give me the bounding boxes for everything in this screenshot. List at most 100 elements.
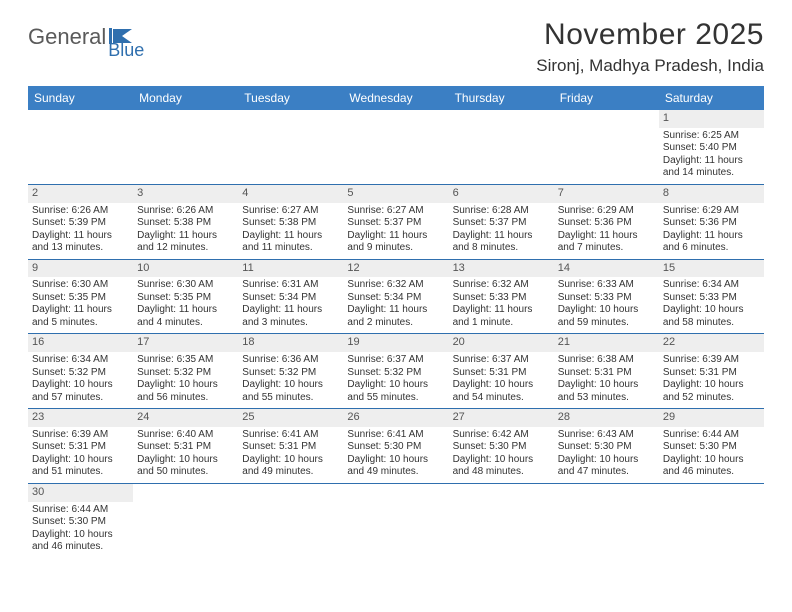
- sunrise-text: Sunrise: 6:44 AM: [663, 429, 760, 442]
- day-cell: 22Sunrise: 6:39 AMSunset: 5:31 PMDayligh…: [659, 334, 764, 408]
- empty-cell: [554, 110, 659, 184]
- sunset-text: Sunset: 5:32 PM: [242, 367, 339, 380]
- daylight-text: Daylight: 11 hours and 2 minutes.: [347, 304, 444, 329]
- day-cell: 19Sunrise: 6:37 AMSunset: 5:32 PMDayligh…: [343, 334, 448, 408]
- day-number: 16: [28, 334, 133, 352]
- sunrise-text: Sunrise: 6:26 AM: [32, 205, 129, 218]
- empty-cell: [343, 484, 448, 558]
- day-cell: 26Sunrise: 6:41 AMSunset: 5:30 PMDayligh…: [343, 409, 448, 483]
- day-cell: 4Sunrise: 6:27 AMSunset: 5:38 PMDaylight…: [238, 185, 343, 259]
- daylight-text: Daylight: 11 hours and 11 minutes.: [242, 230, 339, 255]
- day-cell: 20Sunrise: 6:37 AMSunset: 5:31 PMDayligh…: [449, 334, 554, 408]
- day-header: Tuesday: [238, 86, 343, 110]
- daylight-text: Daylight: 10 hours and 46 minutes.: [663, 454, 760, 479]
- day-info: Sunrise: 6:30 AMSunset: 5:35 PMDaylight:…: [133, 279, 238, 333]
- sunset-text: Sunset: 5:37 PM: [453, 217, 550, 230]
- day-number: 11: [238, 260, 343, 278]
- sunrise-text: Sunrise: 6:27 AM: [242, 205, 339, 218]
- sunrise-text: Sunrise: 6:37 AM: [347, 354, 444, 367]
- daylight-text: Daylight: 11 hours and 4 minutes.: [137, 304, 234, 329]
- day-info: Sunrise: 6:29 AMSunset: 5:36 PMDaylight:…: [554, 205, 659, 259]
- sunrise-text: Sunrise: 6:36 AM: [242, 354, 339, 367]
- day-cell: 12Sunrise: 6:32 AMSunset: 5:34 PMDayligh…: [343, 260, 448, 334]
- daylight-text: Daylight: 11 hours and 3 minutes.: [242, 304, 339, 329]
- day-cell: 17Sunrise: 6:35 AMSunset: 5:32 PMDayligh…: [133, 334, 238, 408]
- sunset-text: Sunset: 5:37 PM: [347, 217, 444, 230]
- logo-text-blue: Blue: [108, 40, 144, 60]
- day-header: Friday: [554, 86, 659, 110]
- day-number: 27: [449, 409, 554, 427]
- sunset-text: Sunset: 5:30 PM: [453, 441, 550, 454]
- sunset-text: Sunset: 5:30 PM: [347, 441, 444, 454]
- day-number: 9: [28, 260, 133, 278]
- day-cell: 3Sunrise: 6:26 AMSunset: 5:38 PMDaylight…: [133, 185, 238, 259]
- sunset-text: Sunset: 5:33 PM: [558, 292, 655, 305]
- day-cell: 7Sunrise: 6:29 AMSunset: 5:36 PMDaylight…: [554, 185, 659, 259]
- day-cell: 15Sunrise: 6:34 AMSunset: 5:33 PMDayligh…: [659, 260, 764, 334]
- day-number: 12: [343, 260, 448, 278]
- day-info: Sunrise: 6:44 AMSunset: 5:30 PMDaylight:…: [28, 504, 133, 558]
- day-cell: 18Sunrise: 6:36 AMSunset: 5:32 PMDayligh…: [238, 334, 343, 408]
- day-info: Sunrise: 6:32 AMSunset: 5:33 PMDaylight:…: [449, 279, 554, 333]
- daylight-text: Daylight: 10 hours and 52 minutes.: [663, 379, 760, 404]
- empty-cell: [238, 484, 343, 558]
- day-header: Saturday: [659, 86, 764, 110]
- sunrise-text: Sunrise: 6:39 AM: [663, 354, 760, 367]
- sunrise-text: Sunrise: 6:41 AM: [242, 429, 339, 442]
- day-number: 19: [343, 334, 448, 352]
- empty-cell: [554, 484, 659, 558]
- sunset-text: Sunset: 5:30 PM: [558, 441, 655, 454]
- daylight-text: Daylight: 10 hours and 53 minutes.: [558, 379, 655, 404]
- logo-text-general: General: [28, 24, 106, 50]
- day-info: Sunrise: 6:34 AMSunset: 5:33 PMDaylight:…: [659, 279, 764, 333]
- daylight-text: Daylight: 10 hours and 51 minutes.: [32, 454, 129, 479]
- day-cell: 10Sunrise: 6:30 AMSunset: 5:35 PMDayligh…: [133, 260, 238, 334]
- sunset-text: Sunset: 5:31 PM: [663, 367, 760, 380]
- day-number: 20: [449, 334, 554, 352]
- sunset-text: Sunset: 5:36 PM: [663, 217, 760, 230]
- sunrise-text: Sunrise: 6:26 AM: [137, 205, 234, 218]
- day-number: 29: [659, 409, 764, 427]
- sunset-text: Sunset: 5:31 PM: [137, 441, 234, 454]
- day-number: 10: [133, 260, 238, 278]
- daylight-text: Daylight: 11 hours and 14 minutes.: [663, 155, 760, 180]
- day-number: 23: [28, 409, 133, 427]
- day-info: Sunrise: 6:25 AMSunset: 5:40 PMDaylight:…: [659, 130, 764, 184]
- day-info: Sunrise: 6:31 AMSunset: 5:34 PMDaylight:…: [238, 279, 343, 333]
- week-row: 1Sunrise: 6:25 AMSunset: 5:40 PMDaylight…: [28, 110, 764, 185]
- daylight-text: Daylight: 10 hours and 58 minutes.: [663, 304, 760, 329]
- header-row: General Blue November 2025 Sironj, Madhy…: [28, 18, 764, 76]
- sunset-text: Sunset: 5:32 PM: [137, 367, 234, 380]
- empty-cell: [343, 110, 448, 184]
- sunset-text: Sunset: 5:40 PM: [663, 142, 760, 155]
- sunrise-text: Sunrise: 6:34 AM: [663, 279, 760, 292]
- day-cell: 9Sunrise: 6:30 AMSunset: 5:35 PMDaylight…: [28, 260, 133, 334]
- sunset-text: Sunset: 5:33 PM: [453, 292, 550, 305]
- day-header: Monday: [133, 86, 238, 110]
- sunrise-text: Sunrise: 6:30 AM: [137, 279, 234, 292]
- day-cell: 30Sunrise: 6:44 AMSunset: 5:30 PMDayligh…: [28, 484, 133, 558]
- sunrise-text: Sunrise: 6:29 AM: [663, 205, 760, 218]
- empty-cell: [449, 110, 554, 184]
- daylight-text: Daylight: 11 hours and 7 minutes.: [558, 230, 655, 255]
- day-cell: 13Sunrise: 6:32 AMSunset: 5:33 PMDayligh…: [449, 260, 554, 334]
- sunset-text: Sunset: 5:32 PM: [347, 367, 444, 380]
- day-info: Sunrise: 6:26 AMSunset: 5:39 PMDaylight:…: [28, 205, 133, 259]
- empty-cell: [28, 110, 133, 184]
- day-cell: 25Sunrise: 6:41 AMSunset: 5:31 PMDayligh…: [238, 409, 343, 483]
- sunrise-text: Sunrise: 6:44 AM: [32, 504, 129, 517]
- week-row: 30Sunrise: 6:44 AMSunset: 5:30 PMDayligh…: [28, 484, 764, 558]
- day-number: 24: [133, 409, 238, 427]
- day-info: Sunrise: 6:30 AMSunset: 5:35 PMDaylight:…: [28, 279, 133, 333]
- daylight-text: Daylight: 10 hours and 49 minutes.: [347, 454, 444, 479]
- empty-cell: [449, 484, 554, 558]
- day-number: 6: [449, 185, 554, 203]
- sunset-text: Sunset: 5:34 PM: [347, 292, 444, 305]
- sunrise-text: Sunrise: 6:31 AM: [242, 279, 339, 292]
- sunrise-text: Sunrise: 6:34 AM: [32, 354, 129, 367]
- sunset-text: Sunset: 5:36 PM: [558, 217, 655, 230]
- day-number: 3: [133, 185, 238, 203]
- day-info: Sunrise: 6:32 AMSunset: 5:34 PMDaylight:…: [343, 279, 448, 333]
- day-header: Thursday: [449, 86, 554, 110]
- day-number: 26: [343, 409, 448, 427]
